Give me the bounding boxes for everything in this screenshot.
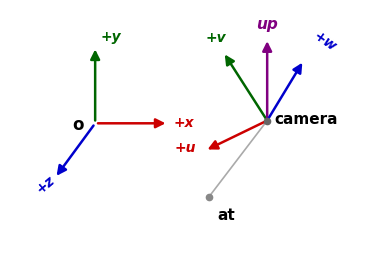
Text: at: at: [218, 208, 235, 223]
Text: +u: +u: [174, 141, 196, 155]
Text: +z: +z: [34, 173, 58, 197]
Text: +v: +v: [206, 31, 226, 45]
Text: +y: +y: [101, 30, 121, 44]
Text: camera: camera: [274, 112, 338, 127]
Text: up: up: [256, 16, 278, 32]
Text: +x: +x: [174, 116, 194, 130]
Text: +w: +w: [311, 29, 339, 55]
Text: o: o: [72, 116, 83, 134]
